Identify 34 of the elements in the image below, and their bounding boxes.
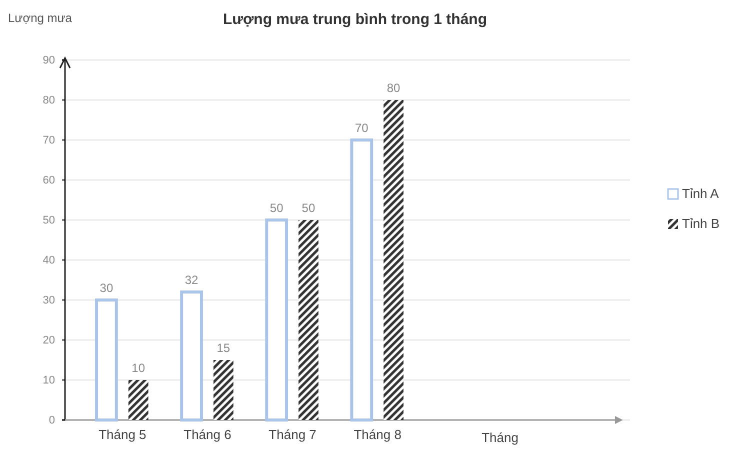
x-axis-title: Tháng [482,430,518,445]
legend-label: Tỉnh B [682,216,720,231]
bar [180,290,203,422]
bar [298,220,318,420]
y-axis-title: Lượng mưa [8,11,72,25]
legend-label: Tỉnh A [682,186,720,201]
y-tick-label: 80 [42,94,55,107]
data-label: 80 [386,81,401,95]
y-tick-label: 30 [42,294,55,307]
y-tick-label: 70 [42,134,55,147]
data-label: 50 [302,201,316,215]
data-label: 50 [270,201,284,215]
y-tick-label: 20 [42,334,55,347]
data-label: 70 [354,121,369,135]
x-tick-label: Tháng 6 [184,427,232,442]
bar [95,298,118,422]
y-tick-label: 0 [48,414,55,427]
y-tick-label: 90 [42,54,55,67]
x-tick-label: Tháng 7 [268,427,316,442]
y-tick-label: 50 [42,214,55,227]
bar [265,218,288,422]
x-tick-label: Tháng 5 [98,427,146,442]
bar [128,380,148,420]
x-tick-label: Tháng 8 [354,427,402,442]
y-tick-label: 60 [42,174,55,187]
data-label: 10 [132,361,146,375]
bar [350,138,374,422]
data-label: 15 [216,341,230,355]
chart-title: Lượng mưa trung bình trong 1 tháng [222,11,488,28]
y-tick-label: 40 [42,254,55,267]
data-label: 32 [184,273,199,287]
data-label: 30 [100,281,114,295]
y-tick-label: 10 [42,374,55,387]
bar [213,360,234,420]
